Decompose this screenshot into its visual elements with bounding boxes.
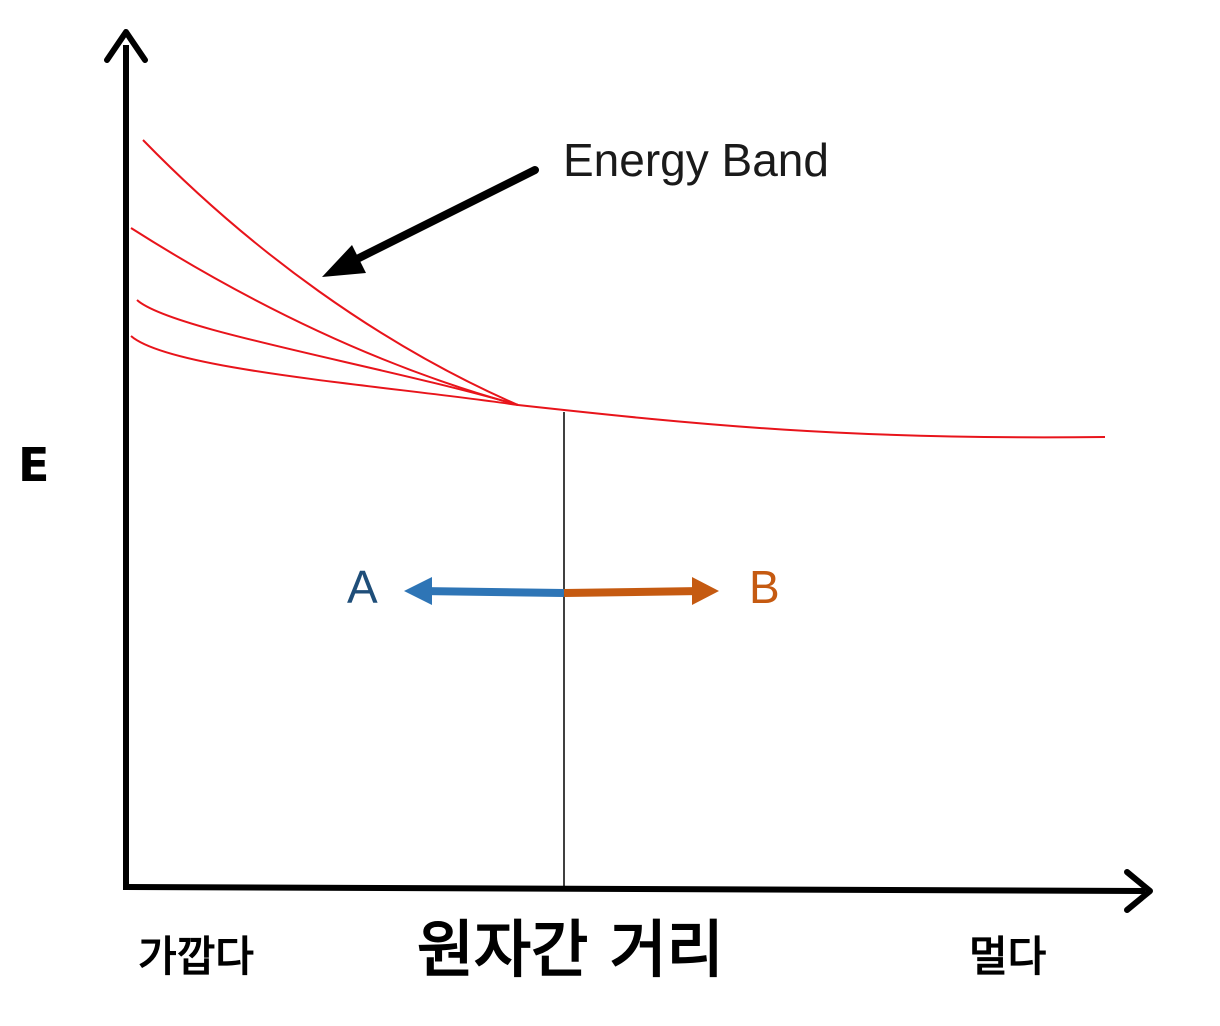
axes <box>104 29 1153 913</box>
band-tail-curve <box>517 404 1106 439</box>
band-curve-2 <box>130 227 519 406</box>
x-axis-title: 원자간 거리 <box>417 913 724 986</box>
y-axis-label: E <box>18 438 49 492</box>
energy-band-label: Energy Band <box>563 134 829 186</box>
arrow-b-label: B <box>749 561 780 613</box>
energy-band-pointer-arrow <box>322 166 539 277</box>
energy-band-curves <box>130 139 1106 439</box>
arrow-b <box>563 577 719 605</box>
arrow-a <box>404 577 565 605</box>
band-curve-3 <box>136 299 519 406</box>
band-curve-1 <box>142 139 519 406</box>
y-axis-arrowhead <box>104 29 148 63</box>
x-axis-line <box>122 884 1146 894</box>
x-axis-arrowhead <box>1124 869 1153 913</box>
x-axis-far-label: 멀다 <box>969 932 1047 981</box>
band-curve-4 <box>130 335 519 406</box>
arrow-a-label: A <box>347 561 378 613</box>
x-axis-near-label: 가깝다 <box>138 932 254 981</box>
